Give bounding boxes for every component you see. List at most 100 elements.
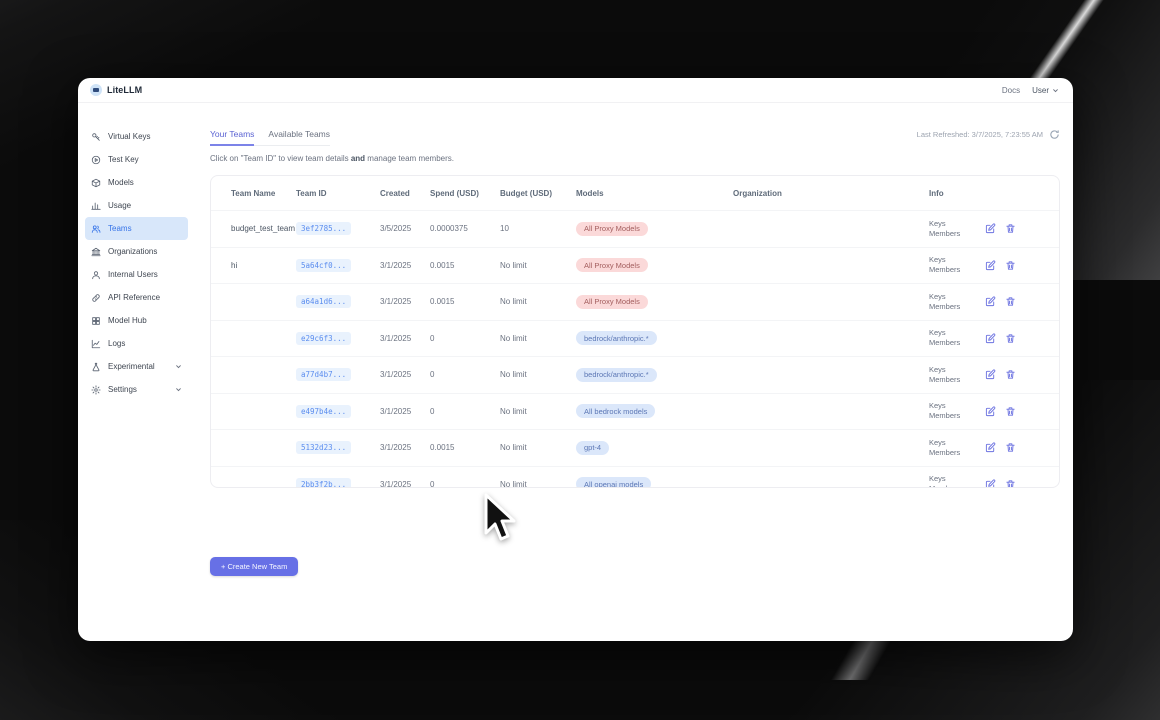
edit-team-icon[interactable]: [985, 223, 996, 234]
sidebar-item-label: Usage: [108, 201, 132, 210]
sidebar-item-settings[interactable]: Settings: [85, 378, 188, 401]
sidebar: Virtual Keys Test Key Models Usage Teams…: [78, 103, 195, 641]
sidebar-item-internal-users[interactable]: Internal Users: [85, 263, 188, 286]
model-badge: All Proxy Models: [576, 258, 648, 273]
model-badge: bedrock/anthropic.*: [576, 331, 657, 346]
delete-team-icon[interactable]: [1005, 223, 1016, 234]
edit-team-icon[interactable]: [985, 479, 996, 487]
team-id-link[interactable]: a64a1d6...: [296, 295, 352, 309]
edit-team-icon[interactable]: [985, 296, 996, 307]
team-id-cell: a77d4b7...: [296, 368, 380, 382]
sidebar-item-experimental[interactable]: Experimental: [85, 355, 188, 378]
team-id-link[interactable]: e29c6f3...: [296, 331, 352, 345]
flask-icon: [91, 362, 101, 372]
col-header-team-id: Team ID: [296, 188, 327, 198]
delete-team-icon[interactable]: [1005, 260, 1016, 271]
line-chart-icon: [91, 339, 101, 349]
edit-team-icon[interactable]: [985, 333, 996, 344]
members-link[interactable]: Members: [929, 447, 961, 457]
actions-cell: [985, 369, 1059, 380]
team-name-cell: budget_test_team: [231, 224, 296, 234]
docs-link[interactable]: Docs: [1001, 85, 1021, 95]
actions-cell: [985, 479, 1059, 487]
members-link[interactable]: Members: [929, 484, 985, 487]
create-new-team-button[interactable]: + Create New Team: [210, 557, 299, 576]
model-badge: All openai models: [576, 477, 652, 487]
sidebar-item-virtual-keys[interactable]: Virtual Keys: [85, 125, 188, 148]
sidebar-item-model-hub[interactable]: Model Hub: [85, 309, 188, 332]
table-row: e29c6f3... 3/1/2025 0 No limit bedrock/a…: [211, 319, 1059, 357]
keys-link[interactable]: Keys: [929, 255, 946, 265]
keys-link[interactable]: Keys: [929, 291, 946, 301]
members-link[interactable]: Members: [929, 411, 961, 421]
tab-available-teams[interactable]: Available Teams: [268, 129, 331, 139]
info-cell: Keys Members: [929, 255, 985, 275]
table-row: 5132d23... 3/1/2025 0.0015 No limit gpt-…: [211, 429, 1059, 466]
keys-link[interactable]: Keys: [929, 474, 946, 484]
app-header: LiteLLM Docs User: [78, 78, 1073, 103]
keys-link[interactable]: Keys: [929, 364, 946, 374]
subtitle-bold: and: [350, 154, 366, 163]
budget-cell: No limit: [500, 333, 527, 343]
user-menu[interactable]: User: [1032, 86, 1059, 95]
team-id-link[interactable]: a77d4b7...: [296, 368, 352, 382]
team-id-link[interactable]: 2bb3f2b...: [296, 477, 352, 487]
tab-your-teams[interactable]: Your Teams: [210, 129, 255, 146]
sidebar-item-label: Logs: [108, 339, 126, 348]
bar-chart-icon: [91, 201, 101, 211]
info-cell: Keys Members: [929, 219, 985, 239]
members-link[interactable]: Members: [929, 228, 961, 238]
edit-team-icon[interactable]: [985, 369, 996, 380]
delete-team-icon[interactable]: [1005, 406, 1016, 417]
team-id-link[interactable]: 5a64cf0...: [296, 258, 352, 272]
models-cell: gpt-4: [576, 440, 733, 455]
delete-team-icon[interactable]: [1005, 296, 1016, 307]
keys-link[interactable]: Keys: [929, 401, 946, 411]
delete-team-icon[interactable]: [1005, 479, 1016, 487]
info-cell: Keys Members: [929, 474, 985, 487]
members-link[interactable]: Members: [929, 374, 961, 384]
sidebar-item-label: Organizations: [108, 247, 158, 256]
edit-team-icon[interactable]: [985, 442, 996, 453]
team-id-link[interactable]: e497b4e...: [296, 404, 352, 418]
table-row: 2bb3f2b... 3/1/2025 0 No limit All opena…: [211, 465, 1059, 487]
sidebar-item-organizations[interactable]: Organizations: [85, 240, 188, 263]
edit-team-icon[interactable]: [985, 406, 996, 417]
sidebar-item-test-key[interactable]: Test Key: [85, 148, 188, 171]
delete-team-icon[interactable]: [1005, 442, 1016, 453]
delete-team-icon[interactable]: [1005, 333, 1016, 344]
last-refreshed: Last Refreshed: 3/7/2025, 7:23:55 AM: [917, 129, 1060, 140]
model-badge: bedrock/anthropic.*: [576, 367, 657, 382]
sidebar-item-models[interactable]: Models: [85, 171, 188, 194]
sidebar-item-usage[interactable]: Usage: [85, 194, 188, 217]
col-header-created: Created: [380, 188, 410, 198]
models-cell: All openai models: [576, 477, 733, 487]
refresh-icon[interactable]: [1049, 129, 1060, 140]
litellm-logo-icon: [90, 84, 102, 96]
play-circle-icon: [91, 155, 101, 165]
table-row: hi 5a64cf0... 3/1/2025 0.0015 No limit A…: [211, 246, 1059, 284]
spend-cell: 0: [430, 406, 435, 416]
delete-team-icon[interactable]: [1005, 369, 1016, 380]
team-id-link[interactable]: 3ef2785...: [296, 222, 352, 236]
created-cell: 3/1/2025: [380, 333, 412, 343]
app-window: LiteLLM Docs User Virtual Keys Test Key …: [78, 78, 1073, 641]
members-link[interactable]: Members: [929, 301, 961, 311]
members-link[interactable]: Members: [929, 265, 961, 275]
col-header-organization: Organization: [733, 188, 782, 198]
sidebar-item-logs[interactable]: Logs: [85, 332, 188, 355]
sidebar-item-teams[interactable]: Teams: [85, 217, 188, 240]
spend-cell: 0.0015: [430, 297, 455, 307]
spend-cell: 0: [430, 370, 435, 380]
sidebar-item-api-reference[interactable]: API Reference: [85, 286, 188, 309]
edit-team-icon[interactable]: [985, 260, 996, 271]
keys-link[interactable]: Keys: [929, 328, 946, 338]
keys-link[interactable]: Keys: [929, 437, 946, 447]
keys-link[interactable]: Keys: [929, 218, 946, 228]
info-cell: Keys Members: [929, 438, 985, 458]
team-id-cell: e497b4e...: [296, 404, 380, 418]
members-link[interactable]: Members: [929, 338, 961, 348]
team-id-link[interactable]: 5132d23...: [296, 441, 352, 455]
actions-cell: [985, 406, 1059, 417]
chevron-down-icon: [175, 386, 182, 393]
